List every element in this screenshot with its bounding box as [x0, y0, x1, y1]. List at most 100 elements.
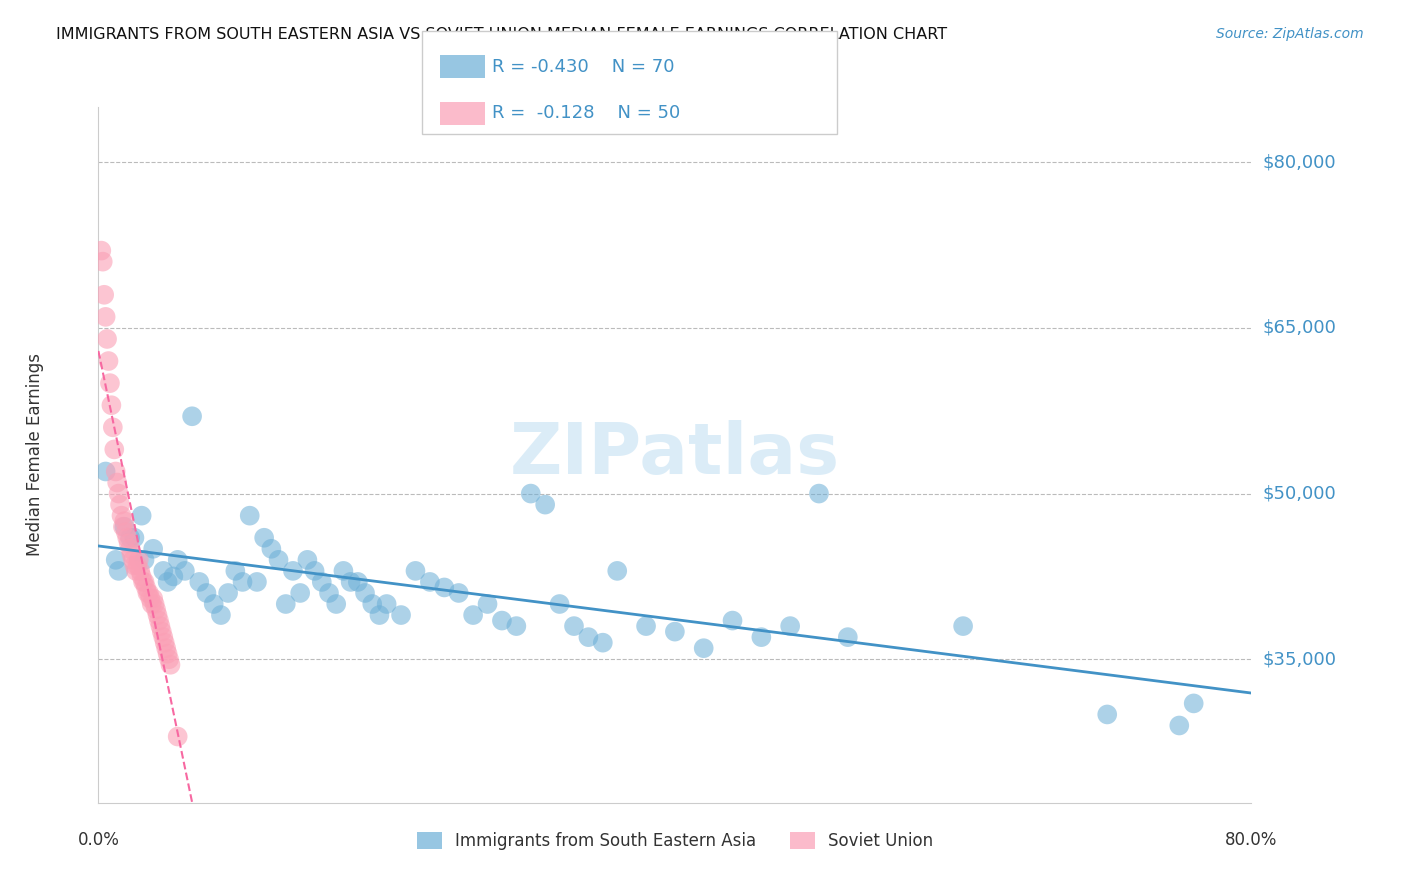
Point	[138, 586, 160, 600]
Point	[224, 564, 246, 578]
Point	[94, 310, 117, 324]
Point	[1097, 707, 1119, 722]
Point	[606, 564, 628, 578]
Point	[491, 614, 513, 628]
Point	[156, 647, 179, 661]
Point	[142, 541, 165, 556]
Point	[108, 498, 131, 512]
Point	[139, 591, 162, 606]
Point	[477, 597, 499, 611]
Point	[153, 635, 176, 649]
Point	[131, 508, 153, 523]
Point	[721, 614, 744, 628]
Point	[162, 569, 184, 583]
Point	[91, 254, 114, 268]
Point	[143, 597, 166, 611]
Point	[124, 558, 146, 573]
Point	[461, 608, 484, 623]
Point	[318, 586, 340, 600]
Point	[142, 591, 165, 606]
Point	[368, 608, 391, 623]
Point	[121, 547, 143, 561]
Point	[110, 508, 132, 523]
Point	[332, 564, 354, 578]
Text: $50,000: $50,000	[1263, 484, 1336, 502]
Text: IMMIGRANTS FROM SOUTH EASTERN ASIA VS SOVIET UNION MEDIAN FEMALE EARNINGS CORREL: IMMIGRANTS FROM SOUTH EASTERN ASIA VS SO…	[56, 27, 948, 42]
Point	[779, 619, 801, 633]
Point	[693, 641, 716, 656]
Point	[100, 398, 122, 412]
Point	[297, 553, 319, 567]
Point	[156, 574, 179, 589]
Point	[405, 564, 427, 578]
Point	[107, 564, 129, 578]
Point	[103, 442, 125, 457]
Point	[111, 519, 134, 533]
Point	[104, 465, 127, 479]
Point	[127, 558, 149, 573]
Point	[90, 244, 112, 258]
Point	[592, 635, 614, 649]
Point	[117, 531, 138, 545]
Point	[304, 564, 326, 578]
Point	[751, 630, 773, 644]
Point	[664, 624, 686, 639]
Point	[146, 608, 169, 623]
Point	[134, 553, 156, 567]
Point	[339, 574, 361, 589]
Point	[128, 553, 150, 567]
Text: $35,000: $35,000	[1263, 650, 1337, 668]
Point	[433, 581, 456, 595]
Point	[152, 630, 174, 644]
Point	[134, 574, 156, 589]
Point	[125, 564, 148, 578]
Point	[346, 574, 368, 589]
Text: Source: ZipAtlas.com: Source: ZipAtlas.com	[1216, 27, 1364, 41]
Point	[150, 624, 173, 639]
Point	[354, 586, 377, 600]
Point	[447, 586, 470, 600]
Point	[389, 608, 412, 623]
Text: R = -0.430    N = 70: R = -0.430 N = 70	[492, 58, 675, 76]
Point	[141, 597, 163, 611]
Point	[98, 376, 121, 391]
Point	[419, 574, 441, 589]
Point	[562, 619, 585, 633]
Point	[217, 586, 239, 600]
Point	[101, 420, 124, 434]
Point	[149, 619, 172, 633]
Point	[114, 525, 136, 540]
Point	[952, 619, 974, 633]
Point	[290, 586, 312, 600]
Point	[202, 597, 225, 611]
Point	[145, 602, 167, 616]
Text: $80,000: $80,000	[1263, 153, 1336, 171]
Point	[837, 630, 859, 644]
Point	[188, 574, 211, 589]
Point	[93, 287, 115, 301]
Point	[120, 531, 142, 545]
Point	[112, 514, 135, 528]
Point	[361, 597, 384, 611]
Point	[520, 486, 543, 500]
Point	[157, 652, 180, 666]
Point	[112, 519, 135, 533]
Text: Median Female Earnings: Median Female Earnings	[25, 353, 44, 557]
Point	[94, 465, 117, 479]
Point	[260, 541, 283, 556]
Point	[181, 409, 204, 424]
Point	[534, 498, 557, 512]
Point	[231, 574, 254, 589]
Point	[131, 569, 153, 583]
Point	[548, 597, 571, 611]
Point	[209, 608, 232, 623]
Point	[325, 597, 347, 611]
Point	[155, 641, 177, 656]
Point	[636, 619, 658, 633]
Point	[96, 332, 118, 346]
Point	[807, 486, 830, 500]
Point	[97, 354, 120, 368]
Point	[136, 586, 159, 600]
Legend: Immigrants from South Eastern Asia, Soviet Union: Immigrants from South Eastern Asia, Sovi…	[411, 826, 939, 857]
Point	[578, 630, 600, 644]
